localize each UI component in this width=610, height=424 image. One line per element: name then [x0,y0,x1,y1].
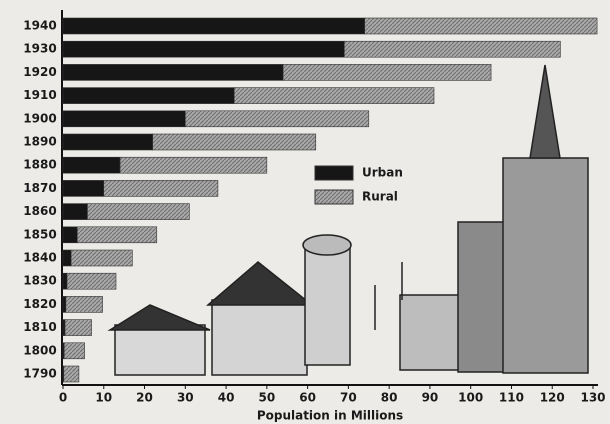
chart: Population in Millions 0 10 20 30 40 50 60 70 80… [0,0,610,424]
bar-segment [63,134,153,150]
x-tick-label: 120 [540,391,565,405]
x-tick-label: 80 [381,391,398,405]
y-tick-label: 1840 [23,251,56,265]
bar-segment [67,273,116,289]
y-tick-label: 1790 [23,367,56,381]
bar-segment [71,250,132,266]
y-tick-label: 1910 [23,88,56,102]
x-tick-label: 20 [136,391,153,405]
x-axis-label: Population in Millions [257,409,403,423]
y-tick-label: 1870 [23,181,56,195]
x-tick-label: 110 [499,391,524,405]
bar-segment [87,204,189,220]
bar-segment [63,227,77,243]
x-tick-label: 30 [177,391,194,405]
y-tick-label: 1820 [23,297,56,311]
bar-segment [64,343,84,359]
y-tick-label: 1930 [23,42,56,56]
bar-segment [283,64,491,80]
bar-segment [344,41,560,57]
y-tick-label: 1810 [23,320,56,334]
bar-segment [63,204,87,220]
bar-segment [63,180,104,196]
bar-segment [153,134,316,150]
y-tick-label: 1920 [23,65,56,79]
x-tick-label: 40 [218,391,235,405]
bar-segment [63,157,120,173]
legend-swatch [315,190,353,204]
y-tick-label: 1850 [23,227,56,241]
bar-segment [63,250,71,266]
x-tick-label: 130 [580,391,605,405]
bar-segment [63,41,344,57]
bar-segment [365,18,597,34]
y-tick-label: 1940 [23,19,56,33]
bar-segment [63,273,67,289]
legend-label: Rural [362,190,398,204]
bar-segment [120,157,267,173]
bar-segment [63,296,66,312]
y-tick-label: 1860 [23,204,56,218]
bar-segment [234,88,434,104]
x-tick-label: 0 [59,391,67,405]
bar-segment [104,180,218,196]
bar-segment [64,366,79,382]
bar-segment [65,320,92,336]
x-tick-label: 50 [258,391,275,405]
legend-label: Urban [362,166,403,180]
x-tick-label: 70 [340,391,357,405]
bar-segment [63,320,65,336]
x-tick-label: 60 [299,391,316,405]
bar-segment [66,296,103,312]
y-tick-label: 1830 [23,274,56,288]
bar-segment [63,64,283,80]
bar-segment [77,227,156,243]
bar-segment [63,111,185,127]
y-tick-label: 1900 [23,111,56,125]
bar-segment [185,111,368,127]
bar-segment [63,18,365,34]
x-tick-label: 100 [458,391,483,405]
y-tick-label: 1880 [23,158,56,172]
bar-segment [63,88,234,104]
y-tick-label: 1800 [23,343,56,357]
x-tick-label: 10 [95,391,112,405]
legend-swatch [315,166,353,180]
x-tick-label: 90 [422,391,439,405]
y-tick-label: 1890 [23,135,56,149]
